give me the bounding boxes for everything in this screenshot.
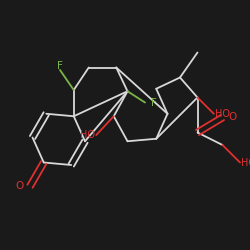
Text: O: O (16, 181, 24, 191)
Text: F: F (150, 98, 156, 108)
Text: HO: HO (215, 109, 230, 119)
Text: HO: HO (80, 130, 95, 140)
Text: O: O (229, 112, 237, 122)
Text: F: F (57, 61, 63, 71)
Text: HO: HO (241, 158, 250, 168)
